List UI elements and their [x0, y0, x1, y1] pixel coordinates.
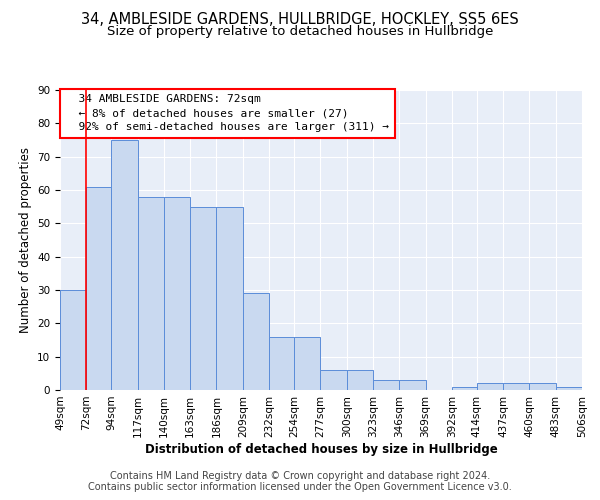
Bar [217, 206, 243, 390]
Bar [373, 380, 399, 390]
Bar [86, 186, 112, 390]
Bar [399, 380, 425, 390]
Bar [477, 384, 503, 390]
Bar [347, 370, 373, 390]
Bar [294, 336, 320, 390]
Bar [269, 336, 294, 390]
Bar [556, 386, 582, 390]
Bar [452, 386, 477, 390]
Text: Contains HM Land Registry data © Crown copyright and database right 2024.
Contai: Contains HM Land Registry data © Crown c… [88, 471, 512, 492]
Y-axis label: Number of detached properties: Number of detached properties [19, 147, 32, 333]
Bar [320, 370, 347, 390]
Bar [503, 384, 529, 390]
Bar [529, 384, 556, 390]
Text: 34, AMBLESIDE GARDENS, HULLBRIDGE, HOCKLEY, SS5 6ES: 34, AMBLESIDE GARDENS, HULLBRIDGE, HOCKL… [81, 12, 519, 28]
Text: Size of property relative to detached houses in Hullbridge: Size of property relative to detached ho… [107, 25, 493, 38]
Bar [112, 140, 137, 390]
Bar [164, 196, 190, 390]
Text: 34 AMBLESIDE GARDENS: 72sqm
  ← 8% of detached houses are smaller (27)
  92% of : 34 AMBLESIDE GARDENS: 72sqm ← 8% of deta… [65, 94, 389, 132]
Bar [60, 290, 86, 390]
Text: Distribution of detached houses by size in Hullbridge: Distribution of detached houses by size … [145, 442, 497, 456]
Bar [137, 196, 164, 390]
Bar [243, 294, 269, 390]
Bar [190, 206, 217, 390]
